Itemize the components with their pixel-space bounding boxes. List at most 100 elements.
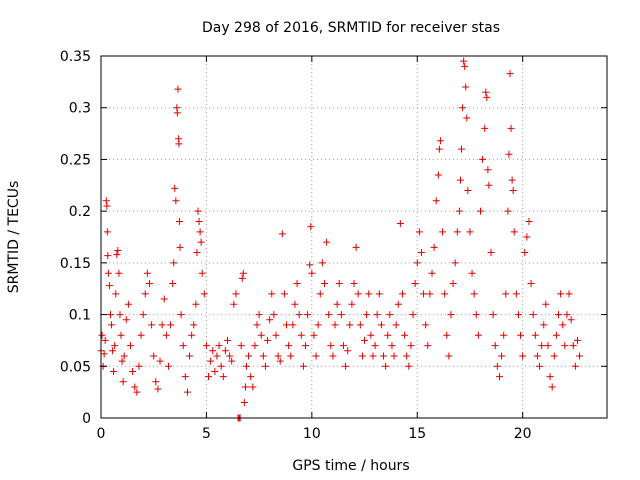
data-point (228, 357, 236, 365)
data-point (512, 290, 520, 298)
data-point (485, 181, 493, 189)
data-point (194, 207, 202, 215)
x-tick-label: 20 (514, 426, 532, 442)
y-tick-label: 0.2 (69, 204, 91, 220)
data-point (502, 290, 510, 298)
data-point (428, 269, 436, 277)
data-point (352, 243, 360, 251)
data-point (394, 300, 402, 308)
y-tick-label: 0 (82, 411, 91, 427)
data-point (181, 373, 189, 381)
data-point (523, 233, 531, 241)
data-point (417, 249, 425, 257)
data-point (245, 352, 253, 360)
data-point (175, 140, 183, 148)
data-point (241, 383, 249, 391)
data-point (200, 290, 208, 298)
data-point (415, 228, 423, 236)
data-point (217, 362, 225, 370)
data-point (461, 62, 469, 70)
data-point (510, 228, 518, 236)
data-point (466, 228, 474, 236)
data-point (409, 311, 417, 319)
data-point (365, 290, 373, 298)
data-point (176, 243, 184, 251)
axis-ticks: 0 5 10 15 20 0 0.05 0.1 0.15 0.2 0.25 0.3 0.35 (60, 49, 607, 442)
data-point (373, 311, 381, 319)
data-point (289, 321, 297, 329)
data-point (514, 311, 522, 319)
data-point (521, 249, 529, 257)
data-point (371, 342, 379, 350)
data-point (299, 362, 307, 370)
data-point (576, 352, 584, 360)
data-point (559, 321, 567, 329)
data-point (436, 137, 444, 145)
data-point (382, 362, 390, 370)
data-point (350, 280, 358, 288)
data-point (118, 357, 126, 365)
data-point (548, 383, 556, 391)
data-point (226, 352, 234, 360)
data-point (266, 316, 274, 324)
data-point (552, 331, 560, 339)
data-point (122, 316, 130, 324)
data-point (304, 311, 312, 319)
data-point (179, 342, 187, 350)
data-point (137, 331, 145, 339)
data-point (268, 290, 276, 298)
data-point (459, 104, 467, 112)
data-point (479, 155, 487, 163)
data-point (150, 352, 158, 360)
data-point (115, 269, 123, 277)
data-point (108, 321, 116, 329)
data-point (557, 290, 565, 298)
data-point (169, 280, 177, 288)
data-point (458, 145, 466, 153)
x-tick-label: 5 (202, 426, 211, 442)
data-point (441, 290, 449, 298)
data-point (109, 347, 117, 355)
data-point (354, 290, 362, 298)
data-point (392, 321, 400, 329)
data-point (519, 352, 527, 360)
data-point (484, 166, 492, 174)
data-point (489, 311, 497, 319)
data-point (314, 321, 322, 329)
data-point (257, 331, 265, 339)
data-point (356, 321, 364, 329)
data-point (193, 249, 201, 257)
data-point (527, 280, 535, 288)
data-point (230, 300, 238, 308)
data-point (302, 342, 310, 350)
data-point (278, 230, 286, 238)
data-point (239, 269, 247, 277)
data-point (213, 352, 221, 360)
data-point (114, 246, 122, 254)
data-point (175, 217, 183, 225)
data-point (249, 383, 257, 391)
data-point (111, 342, 119, 350)
data-point (474, 331, 482, 339)
data-point (280, 290, 288, 298)
x-tick-label: 0 (97, 426, 106, 442)
data-point (517, 331, 525, 339)
data-point (455, 207, 463, 215)
data-point (272, 331, 280, 339)
data-point (104, 269, 112, 277)
data-point (358, 352, 366, 360)
data-point (174, 85, 182, 93)
data-point (113, 251, 121, 259)
data-point (261, 362, 269, 370)
data-point (293, 280, 301, 288)
data-point (329, 352, 337, 360)
data-point (509, 186, 517, 194)
data-point (129, 367, 137, 375)
data-point (451, 259, 459, 267)
data-point (390, 352, 398, 360)
data-point (505, 150, 513, 158)
data-point (396, 220, 404, 228)
data-point (104, 252, 112, 260)
data-point (401, 331, 409, 339)
